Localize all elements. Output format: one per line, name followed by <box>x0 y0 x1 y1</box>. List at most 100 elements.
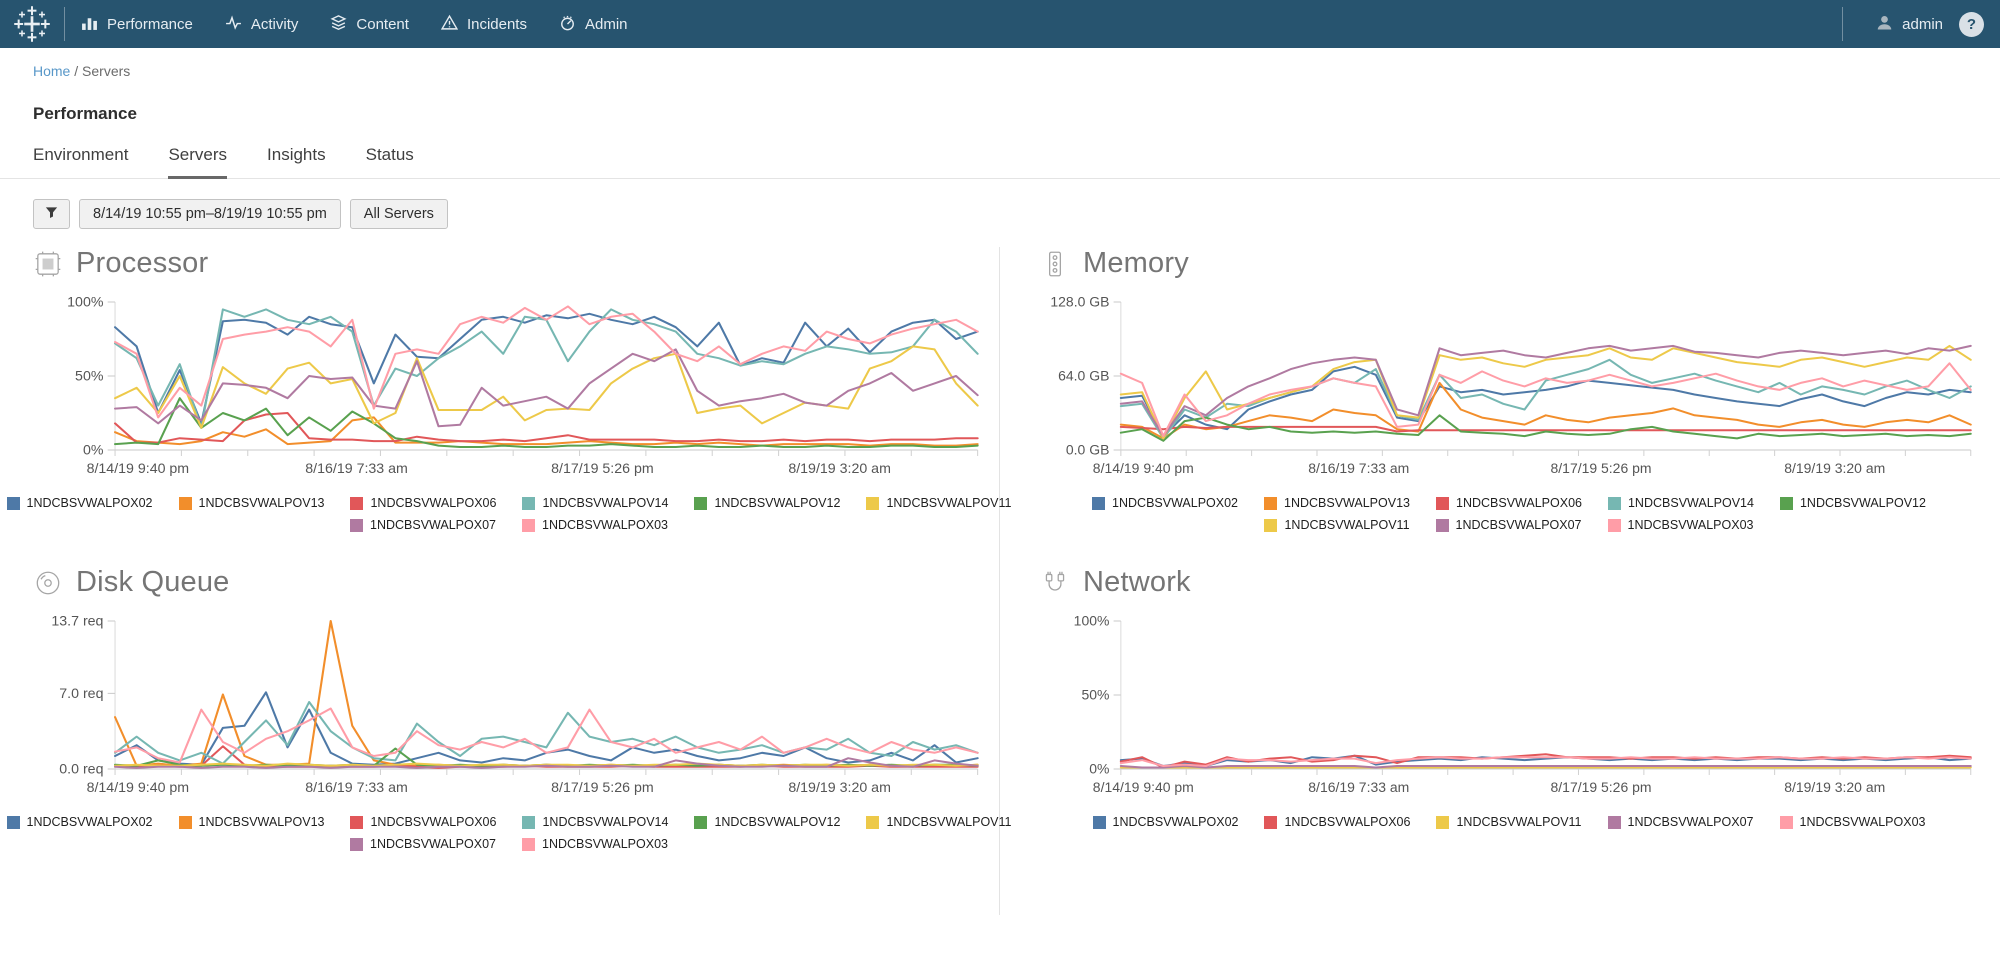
legend-item: 1NDCBSVWALPOX03 <box>1607 518 1754 532</box>
filter-bar: 8/14/19 10:55 pm–8/19/19 10:55 pm All Se… <box>33 199 2000 229</box>
legend-swatch <box>1264 815 1278 829</box>
svg-text:100%: 100% <box>1074 614 1110 629</box>
svg-text:8/14/19 9:40 pm: 8/14/19 9:40 pm <box>1093 461 1194 476</box>
legend-swatch <box>350 815 364 829</box>
legend-swatch <box>694 496 708 510</box>
tab-environment[interactable]: Environment <box>33 145 129 164</box>
legend-swatch <box>1092 815 1106 829</box>
legend-item: 1NDCBSVWALPOV12 <box>694 815 840 829</box>
filter-button[interactable] <box>33 199 70 229</box>
user-name: admin <box>1902 15 1943 33</box>
svg-text:0%: 0% <box>1089 762 1109 777</box>
svg-text:0.0 GB: 0.0 GB <box>1066 443 1110 458</box>
legend-label: 1NDCBSVWALPOV13 <box>1284 496 1410 510</box>
legend-item: 1NDCBSVWALPOV12 <box>1779 496 1926 510</box>
nav-item-content[interactable]: Content <box>330 14 409 35</box>
navbar-divider <box>64 7 65 41</box>
legend-label: 1NDCBSVWALPOV13 <box>198 815 325 829</box>
legend-item: 1NDCBSVWALPOX07 <box>350 518 496 532</box>
legend-item: 1NDCBSVWALPOX06 <box>1436 496 1582 510</box>
memory-legend: 1NDCBSVWALPOX02 1NDCBSVWALPOV13 1NDCBSVWAL… <box>1040 496 1978 532</box>
legend-label: 1NDCBSVWALPOV11 <box>1456 815 1582 829</box>
legend-swatch <box>522 837 535 851</box>
tab-insights[interactable]: Insights <box>267 145 326 164</box>
processor-chart: 0% 50% 100% 8/14/19 9:40 pm 8/16/19 7:33 am 8… <box>33 292 985 488</box>
legend-label: 1NDCBSVWALPOX07 <box>1627 815 1754 829</box>
legend-swatch <box>1779 815 1793 829</box>
svg-text:8/19/19 3:20 am: 8/19/19 3:20 am <box>1784 461 1885 476</box>
user-menu[interactable]: admin <box>1875 13 1943 36</box>
person-icon <box>1875 13 1894 36</box>
svg-text:13.7 req: 13.7 req <box>51 613 103 629</box>
legend-swatch <box>1607 496 1621 510</box>
help-icon[interactable]: ? <box>1959 11 1984 37</box>
svg-text:8/19/19 3:20 am: 8/19/19 3:20 am <box>1784 780 1885 795</box>
legend-label: 1NDCBSVWALPOX03 <box>542 518 668 532</box>
svg-text:64.0 GB: 64.0 GB <box>1058 369 1109 384</box>
panel-title: Network <box>1083 566 1191 598</box>
svg-text:0.0 req: 0.0 req <box>59 761 103 777</box>
legend-swatch <box>522 815 536 829</box>
legend-item: 1NDCBSVWALPOX06 <box>1264 815 1410 829</box>
legend-label: 1NDCBSVWALPOX03 <box>1627 518 1754 532</box>
legend-label: 1NDCBSVWALPOX06 <box>370 496 497 510</box>
legend-label: 1NDCBSVWALPOX02 <box>1112 496 1239 510</box>
legend-label: 1NDCBSVWALPOX02 <box>26 815 153 829</box>
legend-swatch <box>694 815 708 829</box>
legend-item: 1NDCBSVWALPOX07 <box>350 837 496 851</box>
legend-swatch <box>1607 815 1621 829</box>
svg-text:8/17/19 5:26 pm: 8/17/19 5:26 pm <box>1551 461 1652 476</box>
legend-row: 1NDCBSVWALPOX02 1NDCBSVWALPOV13 1NDCBSVWAL… <box>6 496 1011 510</box>
bar-chart-icon <box>81 14 98 35</box>
nav-item-incidents[interactable]: Incidents <box>440 14 527 35</box>
legend-label: 1NDCBSVWALPOV14 <box>542 496 669 510</box>
svg-text:8/14/19 9:40 pm: 8/14/19 9:40 pm <box>87 779 190 795</box>
disk-queue-chart: 0.0 req 7.0 req 13.7 req 8/14/19 9:40 pm 8/1… <box>33 611 985 807</box>
legend-item: 1NDCBSVWALPOX06 <box>350 496 496 510</box>
network-chart: 0% 50% 100% 8/14/19 9:40 pm 8/16/19 7:33 am 8… <box>1040 611 1978 807</box>
top-navbar: Performance Activity Content Incidents A… <box>0 0 2000 48</box>
svg-text:0%: 0% <box>83 442 104 458</box>
legend-row: 1NDCBSVWALPOX07 1NDCBSVWALPOX03 <box>350 518 668 532</box>
legend-label: 1NDCBSVWALPOX06 <box>1284 815 1411 829</box>
legend-swatch <box>866 815 880 829</box>
nav-item-admin[interactable]: Admin <box>559 14 628 35</box>
svg-text:50%: 50% <box>1081 688 1109 703</box>
legend-swatch <box>1092 496 1106 510</box>
tableau-logo-icon[interactable] <box>12 4 52 44</box>
legend-label: 1NDCBSVWALPOV14 <box>1627 496 1754 510</box>
svg-text:8/14/19 9:40 pm: 8/14/19 9:40 pm <box>1093 780 1194 795</box>
legend-item: 1NDCBSVWALPOV11 <box>1436 815 1582 829</box>
charts-grid: Processor 0% 50% 100% 8/14/19 9:40 pm 8/16/1… <box>0 247 2000 915</box>
legend-item: 1NDCBSVWALPOX02 <box>1092 496 1238 510</box>
legend-label: 1NDCBSVWALPOV14 <box>542 815 669 829</box>
svg-text:8/14/19 9:40 pm: 8/14/19 9:40 pm <box>87 460 190 476</box>
breadcrumb-home-link[interactable]: Home <box>33 63 71 79</box>
server-filter-button[interactable]: All Servers <box>349 199 448 229</box>
legend-item: 1NDCBSVWALPOX07 <box>1435 518 1582 532</box>
legend-item: 1NDCBSVWALPOV11 <box>866 496 1011 510</box>
legend-label: 1NDCBSVWALPOV11 <box>886 815 1012 829</box>
panel-title: Processor <box>76 247 209 279</box>
legend-item: 1NDCBSVWALPOX02 <box>6 815 153 829</box>
svg-text:8/17/19 5:26 pm: 8/17/19 5:26 pm <box>551 460 654 476</box>
legend-swatch <box>1264 496 1278 510</box>
tab-servers[interactable]: Servers <box>168 145 228 179</box>
legend-label: 1NDCBSVWALPOX06 <box>1456 496 1582 510</box>
page-title: Performance <box>33 104 137 123</box>
legend-label: 1NDCBSVWALPOV11 <box>886 496 1012 510</box>
processor-panel: Processor 0% 50% 100% 8/14/19 9:40 pm 8/16/1… <box>6 247 1011 532</box>
date-range-button[interactable]: 8/14/19 10:55 pm–8/19/19 10:55 pm <box>79 199 341 229</box>
legend-label: 1NDCBSVWALPOX03 <box>542 837 668 851</box>
nav-label: Activity <box>250 15 299 33</box>
nav-item-activity[interactable]: Activity <box>225 14 299 35</box>
legend-item: 1NDCBSVWALPOX03 <box>522 518 668 532</box>
memory-chart: 0.0 GB 64.0 GB 128.0 GB 8/14/19 9:40 pm 8/16… <box>1040 292 1978 488</box>
tab-status[interactable]: Status <box>365 145 414 164</box>
nav-label: Incidents <box>466 15 527 33</box>
disk-queue-legend: 1NDCBSVWALPOX02 1NDCBSVWALPOV13 1NDCBSVWAL… <box>6 815 1011 851</box>
processor-legend: 1NDCBSVWALPOX02 1NDCBSVWALPOV13 1NDCBSVWAL… <box>6 496 1011 532</box>
svg-text:8/16/19 7:33 am: 8/16/19 7:33 am <box>305 460 408 476</box>
nav-item-performance[interactable]: Performance <box>81 14 193 35</box>
network-panel: Network 0% 50% 100% 8/14/19 9:40 pm 8/16/19 … <box>1040 566 1978 829</box>
